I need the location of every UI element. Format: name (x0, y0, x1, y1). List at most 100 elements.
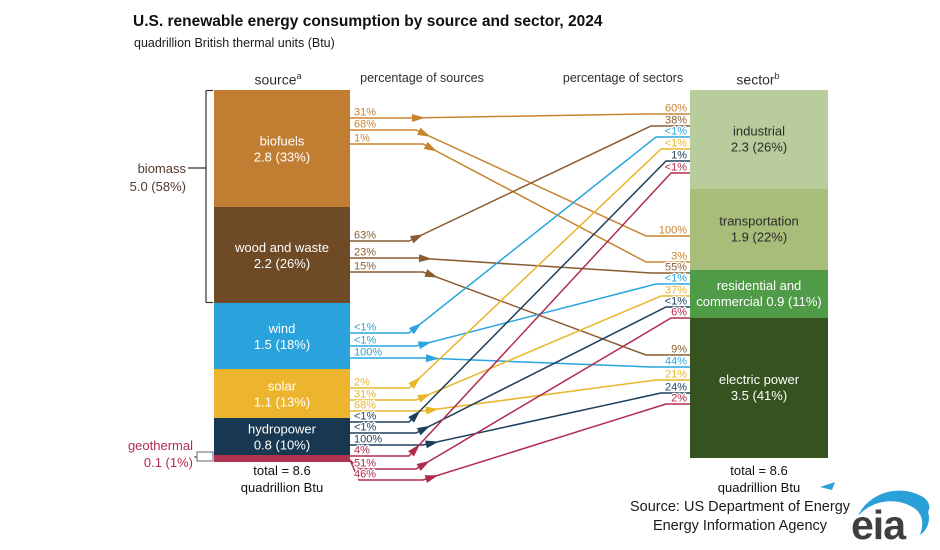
source-segment-wind (214, 303, 350, 369)
flow-arrow-icon (423, 141, 438, 152)
geothermal-connector-box (196, 451, 214, 462)
pct-of-sector-label: 9% (671, 344, 687, 356)
pct-of-source-label: 2% (354, 377, 370, 389)
flow-arrow-icon (424, 269, 438, 278)
pct-of-source-label: 100% (354, 347, 382, 359)
flow-arrow-icon (416, 425, 431, 436)
logo-blue-wedge-icon (820, 482, 835, 490)
pct-of-source-label: 46% (354, 469, 376, 481)
pct-of-source-label: 31% (354, 107, 376, 119)
flow-solar-to-residential-and-commercial: 31% 37% (350, 283, 690, 403)
pct-of-sector-label: 2% (671, 393, 687, 405)
flow-biofuels-to-residential-and-commercial: 1% 3% (350, 131, 690, 264)
flow-arrow-icon (425, 440, 439, 449)
attribution-line2: Energy Information Agency (652, 518, 828, 534)
pct-of-sector-label: <1% (665, 273, 688, 285)
sector-segment-electric-power (690, 318, 828, 458)
pct-of-sector-label: <1% (665, 162, 688, 174)
source-segment-wood-and-waste (214, 207, 350, 303)
geothermal-name-label: geothermal (128, 438, 193, 453)
pct-of-sector-label: <1% (665, 126, 688, 138)
pct-of-sector-label: <1% (665, 138, 688, 150)
sector-total-line1: total = 8.6 (730, 463, 788, 478)
source-attribution: Source: US Department of Energy Energy I… (540, 498, 940, 536)
pct-of-sector-label: 38% (665, 115, 687, 127)
sector-segment-name: electric power (719, 372, 800, 387)
pct-of-sector-label: 37% (665, 285, 687, 297)
flow-line (350, 143, 690, 263)
source-segment-value: 1.5 (18%) (254, 337, 310, 352)
biomass-group-label: biomass (138, 161, 187, 176)
flow-wood-and-waste-to-industrial: 63% 38% (350, 113, 690, 244)
flow-arrow-icon (409, 234, 424, 244)
geothermal-external-label: geothermal 0.1 (1%) (128, 438, 214, 470)
pct-of-sector-label: 6% (671, 307, 687, 319)
flow-arrow-icon (424, 475, 439, 483)
flow-arrow-icon (411, 113, 425, 122)
sector-segment-industrial (690, 90, 828, 189)
pct-of-source-label: <1% (354, 322, 377, 334)
flow-arrow-icon (425, 354, 439, 363)
source-footnote-marker: a (296, 71, 302, 81)
pct-of-source-label: <1% (354, 411, 377, 423)
pct-of-source-label: 23% (354, 247, 376, 259)
flow-line (350, 160, 690, 423)
flow-line (350, 172, 690, 457)
source-segment-hydropower (214, 418, 350, 455)
units-subtitle: quadrillion British thermal units (Btu) (134, 36, 335, 50)
pct-of-source-label: 100% (354, 434, 382, 446)
flow-line (350, 129, 690, 237)
flow-wind-to-residential-and-commercial: <1% <1% (350, 271, 690, 350)
pct-of-source-label: 68% (354, 119, 376, 131)
sector-segment-value: commercial 0.9 (11%) (696, 294, 821, 309)
source-segment-biofuels (214, 90, 350, 207)
geothermal-value-label: 0.1 (1%) (144, 455, 193, 470)
pct-of-sector-label: 1% (671, 150, 687, 162)
pct-of-source-label: 31% (354, 389, 376, 401)
flow-arrow-icon (416, 460, 430, 471)
sector-segment-value: 1.9 (22%) (731, 230, 787, 245)
flow-geothermal-to-electric-power: 46% 2% (349, 391, 690, 483)
source-segment-value: 1.1 (13%) (254, 395, 310, 410)
source-segment-value: 0.8 (10%) (254, 438, 310, 453)
flow-biofuels-to-industrial: 31% 60% (350, 101, 690, 122)
attribution-line1: Source: US Department of Energy (629, 499, 851, 515)
flow-geothermal-to-residential-and-commercial: 51% 6% (349, 305, 690, 471)
flow-line (350, 379, 690, 412)
source-segment-value: 2.8 (33%) (254, 150, 310, 165)
flow-line (350, 295, 690, 401)
flow-solar-to-industrial: 2% <1% (350, 136, 690, 390)
sector-total-label: total = 8.6 quadrillion Btu (679, 462, 839, 496)
sector-header-text: sector (736, 71, 775, 88)
column-header-pct-sectors: percentage of sectors (562, 71, 684, 85)
flow-wood-and-waste-to-electric-power: 15% 9% (350, 259, 690, 357)
source-total-line2: quadrillion Btu (240, 480, 324, 495)
pct-of-source-label: 51% (354, 458, 376, 470)
sector-total-line2: quadrillion Btu (717, 480, 801, 495)
biomass-group-value: 5.0 (58%) (130, 179, 186, 194)
flow-geothermal-to-industrial: 4% <1% (350, 160, 690, 458)
pct-of-source-label: 15% (354, 261, 376, 273)
page-title: U.S. renewable energy consumption by sou… (133, 13, 603, 30)
pct-of-source-label: 4% (354, 445, 370, 457)
flow-line (350, 125, 690, 242)
flow-line (350, 113, 690, 119)
pct-of-source-label: 1% (354, 133, 370, 145)
column-header-sector: sectorb (708, 71, 808, 88)
flow-arrow-icon (408, 410, 421, 423)
source-segment-value: 2.2 (26%) (254, 256, 310, 271)
pct-of-sector-label: 21% (665, 369, 687, 381)
flow-line (350, 283, 690, 347)
pct-of-sector-label: 44% (665, 356, 687, 368)
flow-arrow-icon (417, 393, 431, 403)
source-segment-solar (214, 369, 350, 418)
pct-of-sector-label: 55% (665, 262, 687, 274)
flow-arrow-icon (417, 127, 431, 137)
source-segment-geothermal (214, 455, 350, 462)
flow-arrow-icon (417, 341, 432, 350)
sector-segment-name: transportation (719, 214, 799, 229)
source-segment-name: biofuels (260, 134, 305, 149)
flow-line (350, 148, 690, 389)
sector-footnote-marker: b (774, 71, 780, 81)
